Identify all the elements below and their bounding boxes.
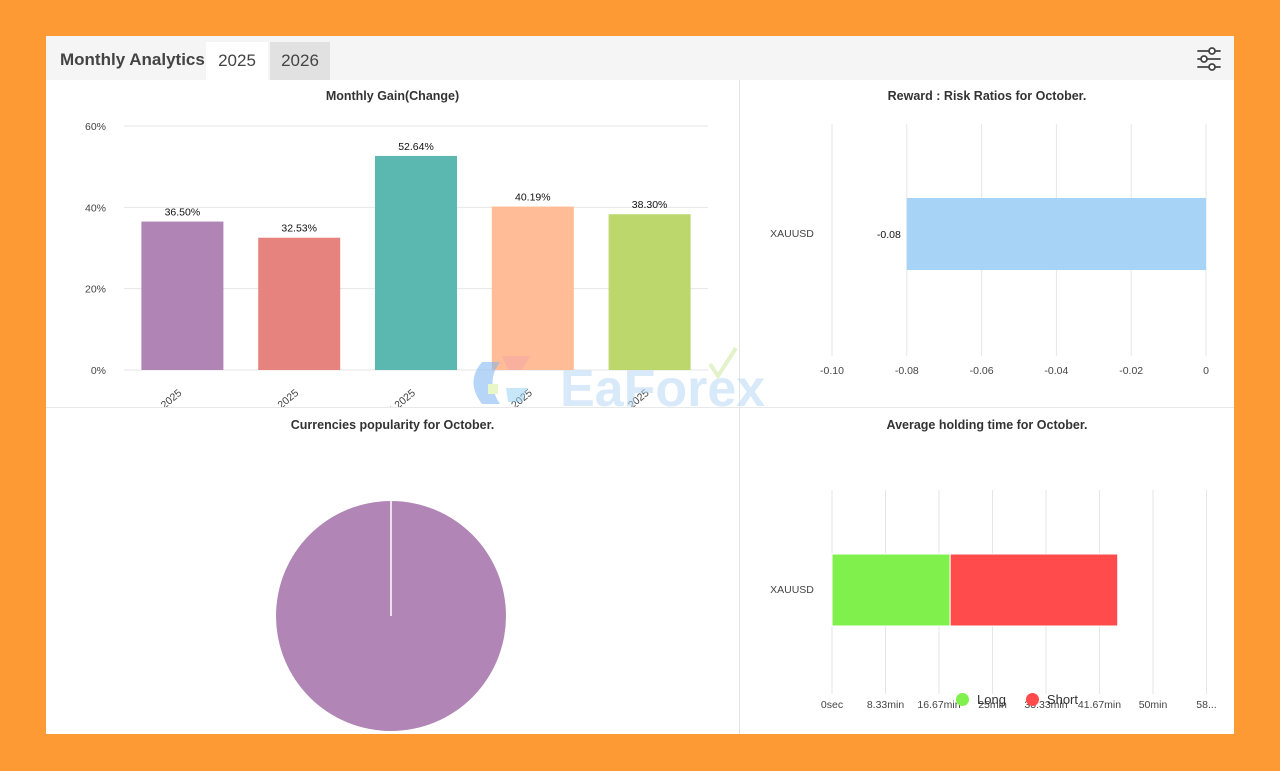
y-tick-label: 40%: [85, 202, 106, 214]
bar-value-label: 52.64%: [398, 141, 434, 153]
x-tick-label: 50min: [1139, 699, 1168, 711]
bar: [906, 198, 1206, 270]
x-tick-label: Nov 2025: [493, 387, 535, 407]
y-tick-label: 20%: [85, 284, 106, 296]
page-title: Monthly Analytics: [60, 50, 205, 69]
x-tick-label: Sep 2025: [259, 387, 301, 407]
bar-value-label: 32.53%: [281, 223, 317, 235]
x-tick-label: -0.10: [820, 365, 844, 377]
currency-popularity-chart: XAUUSD: 100.0 %: [276, 501, 506, 731]
bar: [375, 155, 457, 370]
reward-risk-title: Reward : Risk Ratios for October.: [887, 89, 1087, 103]
y-category-label: XAUUSD: [770, 228, 814, 240]
bar-value-label: 36.50%: [165, 207, 201, 219]
x-tick-label: -0.06: [970, 365, 994, 377]
bar: [608, 214, 691, 370]
x-tick-label: 0sec: [821, 699, 843, 711]
reward-risk-chart: -0.10 -0.08 -0.06 -0.04 -0.02 0 -0.08 XAUUSD: [770, 124, 1209, 377]
x-tick-label: 0: [1203, 365, 1209, 377]
y-tick-label: 60%: [85, 121, 106, 133]
legend-item-short[interactable]: Short: [1025, 692, 1078, 707]
x-tick-label: -0.04: [1044, 365, 1068, 377]
bar: [491, 206, 574, 370]
analytics-header: Monthly Analytics 2025 2026: [46, 36, 1234, 80]
tab-2026[interactable]: 2026: [270, 42, 330, 80]
stacked-bar-segment: [831, 553, 951, 627]
sliders-icon[interactable]: [1194, 44, 1224, 74]
currency-popularity-title: Currencies popularity for October.: [290, 418, 495, 432]
x-tick-label: -0.02: [1119, 365, 1143, 377]
holding-time-chart: 0sec 8.33min 16.67min 25min 33.33min 41.67min…: [770, 490, 1217, 711]
legend-label-short: Short: [1046, 692, 1078, 707]
analytics-panel: Monthly Analytics 2025 2026 Monthly Gain…: [46, 36, 1234, 734]
x-tick-label: 8.33min: [867, 699, 905, 711]
x-tick-label: 25min: [978, 699, 1007, 711]
x-tick-label: Dec 2025: [609, 387, 651, 407]
bar: [258, 237, 341, 370]
x-tick-label: -0.08: [895, 365, 919, 377]
holding-time-title: Average holding time for October.: [886, 418, 1088, 432]
x-tick-label: Oct 2025: [378, 387, 418, 407]
x-tick-label: Aug 2025: [142, 387, 184, 407]
x-tick-label: 41.67min: [1078, 699, 1121, 711]
legend-label-long: Long: [977, 692, 1006, 707]
stacked-bar-segment: [949, 553, 1119, 627]
monthly-gain-chart: 0% 20% 40% 60% 36.50% Aug 2025 32.53% Sep 2025 5…: [85, 121, 708, 407]
holding-time-legend: Long Short: [956, 692, 1078, 707]
bar-value-label: 38.30%: [632, 199, 668, 211]
legend-item-long[interactable]: Long: [956, 692, 1006, 707]
x-tick-label: 16.67min: [917, 699, 960, 711]
bar-value-label: -0.08: [877, 229, 901, 241]
x-tick-label: 58...: [1196, 699, 1216, 711]
short-legend-dot: [1025, 693, 1039, 706]
y-category-label: XAUUSD: [770, 584, 814, 596]
y-tick-label: 0%: [91, 365, 106, 377]
tab-2025[interactable]: 2025: [206, 42, 268, 80]
bar-value-label: 40.19%: [515, 192, 551, 204]
long-legend-dot: [956, 693, 969, 706]
monthly-gain-title: Monthly Gain(Change): [325, 89, 460, 103]
horizontal-divider: [46, 407, 1234, 408]
bar: [141, 221, 224, 370]
